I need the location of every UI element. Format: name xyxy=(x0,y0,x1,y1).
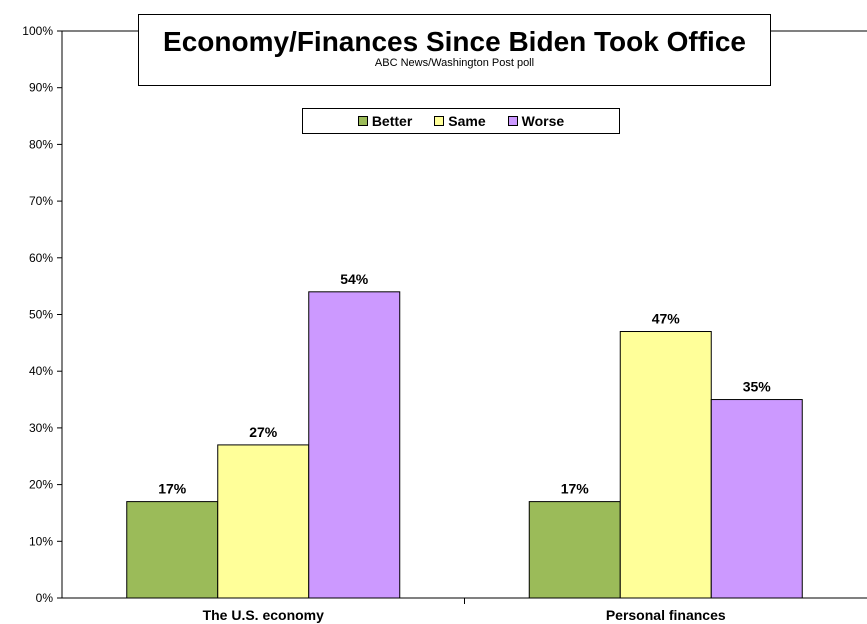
y-tick-label: 80% xyxy=(29,137,53,151)
y-tick-label: 50% xyxy=(29,308,53,322)
y-tick-label: 70% xyxy=(29,194,53,208)
data-label: 17% xyxy=(561,481,590,497)
legend-item-worse: Worse xyxy=(507,113,565,129)
legend-label-same: Same xyxy=(448,113,486,129)
y-tick-label: 40% xyxy=(29,364,53,378)
y-tick-label: 100% xyxy=(22,24,53,38)
bar-same xyxy=(217,444,310,599)
data-label: 47% xyxy=(652,311,681,327)
y-tick-label: 10% xyxy=(29,534,53,548)
y-tick-label: 60% xyxy=(29,251,53,265)
data-label: 17% xyxy=(158,481,187,497)
bar-better xyxy=(126,501,219,599)
y-tick-label: 20% xyxy=(29,478,53,492)
y-tick-label: 0% xyxy=(36,591,54,605)
data-label: 27% xyxy=(249,424,278,440)
legend-label-worse: Worse xyxy=(521,113,565,129)
bar-worse xyxy=(710,399,803,599)
legend-item-better: Better xyxy=(357,113,413,129)
chart-title: Economy/Finances Since Biden Took Office xyxy=(163,26,746,57)
bar-worse xyxy=(308,291,401,599)
legend-label-better: Better xyxy=(371,113,413,129)
chart-subtitle: ABC News/Washington Post poll xyxy=(374,57,535,69)
chart-title-box: Economy/Finances Since Biden Took Office… xyxy=(138,14,771,86)
bar-better xyxy=(528,501,621,599)
legend-item-same: Same xyxy=(434,113,486,129)
bar-same xyxy=(619,331,712,599)
chart-legend: Better Same Worse xyxy=(302,108,620,134)
y-tick-label: 90% xyxy=(29,81,53,95)
data-label: 35% xyxy=(743,379,772,395)
x-category-label: The U.S. economy xyxy=(203,607,325,623)
legend-swatch-same xyxy=(434,116,445,126)
x-category-label: Personal finances xyxy=(606,607,726,623)
legend-swatch-worse xyxy=(507,116,518,126)
y-tick-label: 30% xyxy=(29,421,53,435)
legend-swatch-better xyxy=(357,116,368,126)
data-label: 54% xyxy=(340,271,369,287)
